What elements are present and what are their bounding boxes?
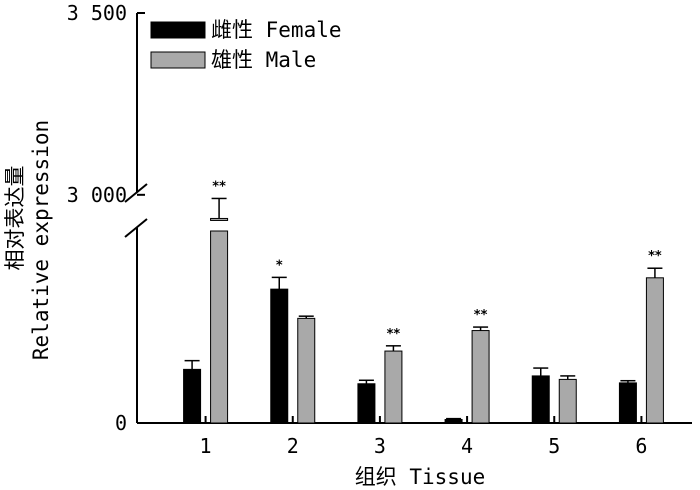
bar-male — [297, 317, 316, 424]
legend-label-female: 雌性 Female — [211, 18, 342, 42]
x-axis-title: 组织 Tissue — [355, 465, 486, 489]
legend: 雌性 Female 雄性 Male — [150, 18, 342, 72]
y-axis-title-en: Relative expression — [29, 120, 53, 360]
bar-male-upper — [210, 217, 229, 221]
legend-swatch-male — [150, 51, 206, 69]
x-tick-label: 2 — [287, 434, 299, 458]
bar-female — [183, 368, 202, 424]
y-tick-label: 3 500 — [67, 1, 127, 25]
bar-female — [531, 375, 550, 424]
tick-labels: 0 3 000 3 500 1 ** 2 * 3 ** 4 ** 5 6 ** — [67, 1, 662, 458]
x-tick-label: 6 — [635, 434, 647, 458]
legend-swatch-female — [150, 21, 206, 39]
bar-male — [471, 330, 490, 424]
x-tick-label: 4 — [461, 434, 473, 458]
bars — [183, 197, 664, 424]
bar-male — [384, 350, 403, 424]
bar-male-lower — [210, 230, 229, 424]
bar-female — [618, 382, 637, 424]
significance-marker: ** — [212, 179, 226, 194]
x-tick-label: 1 — [200, 434, 212, 458]
significance-marker: ** — [648, 249, 662, 264]
bar-male — [558, 378, 577, 424]
legend-label-male: 雄性 Male — [211, 48, 316, 72]
significance-marker: ** — [474, 308, 488, 323]
axis-break-mark-lower — [124, 218, 148, 238]
axis-break-mark-upper — [124, 183, 148, 203]
significance-marker: * — [276, 258, 283, 273]
x-tick-label: 5 — [548, 434, 560, 458]
y-axis-title-cn: 相对表达量 — [3, 166, 27, 271]
significance-marker: ** — [387, 327, 401, 342]
axes — [124, 12, 692, 424]
x-tick-label: 3 — [374, 434, 386, 458]
bar-female — [270, 288, 289, 424]
bar-male — [645, 277, 664, 424]
y-tick-label: 3 000 — [67, 183, 127, 207]
bar-female — [357, 383, 376, 424]
y-tick-label: 0 — [115, 411, 127, 435]
bar-female — [444, 419, 463, 424]
